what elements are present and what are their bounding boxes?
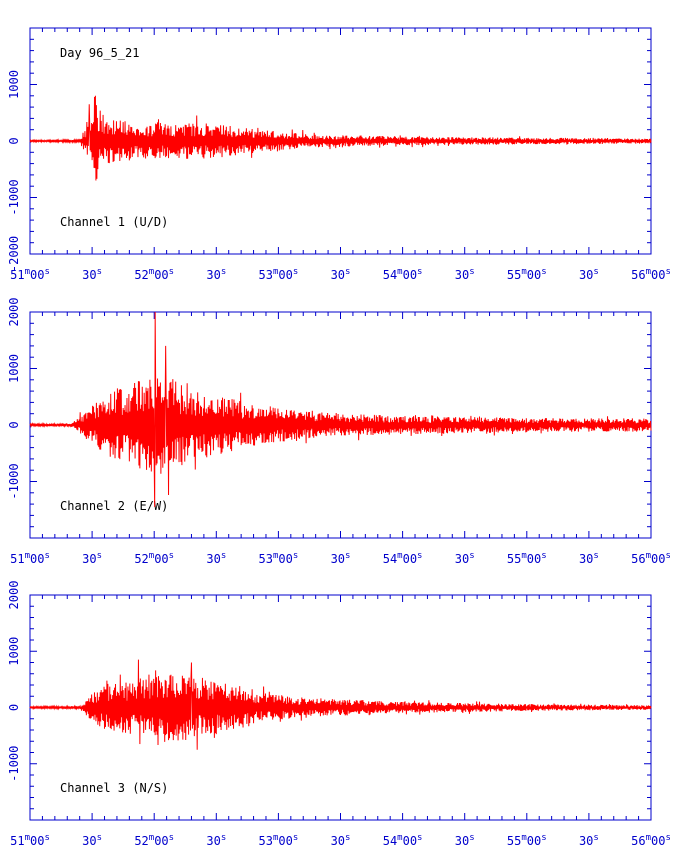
x-tick-label: 53m00s [259,551,299,566]
x-tick-label: 52m00s [134,267,174,282]
x-tick-label: 51m00s [10,833,50,848]
annotation-channel: Channel 3 (N/S) [60,781,168,795]
x-tick-label: 30s [579,551,599,566]
annotation-channel: Channel 2 (E/W) [60,499,168,513]
y-tick-label: -1000 [7,746,21,782]
y-tick-label: 0 [7,704,21,711]
panel-channel-2: 2000 1000 0 -1000 51m00s 30s 52m00s 30s 53m00s 30… [7,298,671,566]
y-tick-label: 0 [7,137,21,144]
x-tick-label: 30s [331,267,351,282]
x-tick-label: 30s [82,267,102,282]
x-tick-label: 53m00s [259,267,299,282]
x-tick-label: 30s [455,267,475,282]
x-tick-label: 56m00s [631,551,671,566]
x-tick-label: 30s [206,267,226,282]
y-tick-label: 1000 [7,354,21,383]
x-tick-label: 30s [331,833,351,848]
x-tick-label: 54m00s [383,267,423,282]
x-tick-label: 30s [206,551,226,566]
x-tick-label: 55m00s [507,267,547,282]
x-tick-label: 53m00s [259,833,299,848]
x-tick-label: 30s [579,267,599,282]
x-tick-label: 55m00s [507,833,547,848]
x-tick-label: 51m00s [10,551,50,566]
y-tick-label: 1000 [7,637,21,666]
x-tick-label: 30s [331,551,351,566]
x-tick-label: 56m00s [631,267,671,282]
x-tick-label: 30s [82,833,102,848]
y-tick-label: 1000 [7,70,21,99]
x-tick-label: 55m00s [507,551,547,566]
x-tick-label: 30s [206,833,226,848]
annotation-channel: Channel 1 (U/D) [60,215,168,229]
x-tick-label: 52m00s [134,833,174,848]
x-tick-label: 56m00s [631,833,671,848]
y-tick-label: -1000 [7,179,21,215]
waveform-trace [29,659,652,750]
x-tick-label: 54m00s [383,551,423,566]
panel-channel-3: 2000 1000 0 -1000 51m00s 30s 52m00s 30s 53m00s 30… [7,581,671,848]
x-tick-label: 30s [455,833,475,848]
waveform-trace [29,95,652,181]
x-tick-label: 54m00s [383,833,423,848]
y-tick-label: 2000 [7,581,21,610]
waveform-trace [29,311,652,507]
y-tick-label: 2000 [7,298,21,327]
x-tick-label: 30s [579,833,599,848]
x-tick-label: 52m00s [134,551,174,566]
x-tick-label: 30s [82,551,102,566]
y-tick-label: -2000 [7,236,21,272]
x-tick-label: 51m00s [10,267,50,282]
y-tick-label: 0 [7,421,21,428]
annotation-day: Day 96_5_21 [60,46,139,60]
y-tick-label: -1000 [7,463,21,499]
x-tick-label: 30s [455,551,475,566]
